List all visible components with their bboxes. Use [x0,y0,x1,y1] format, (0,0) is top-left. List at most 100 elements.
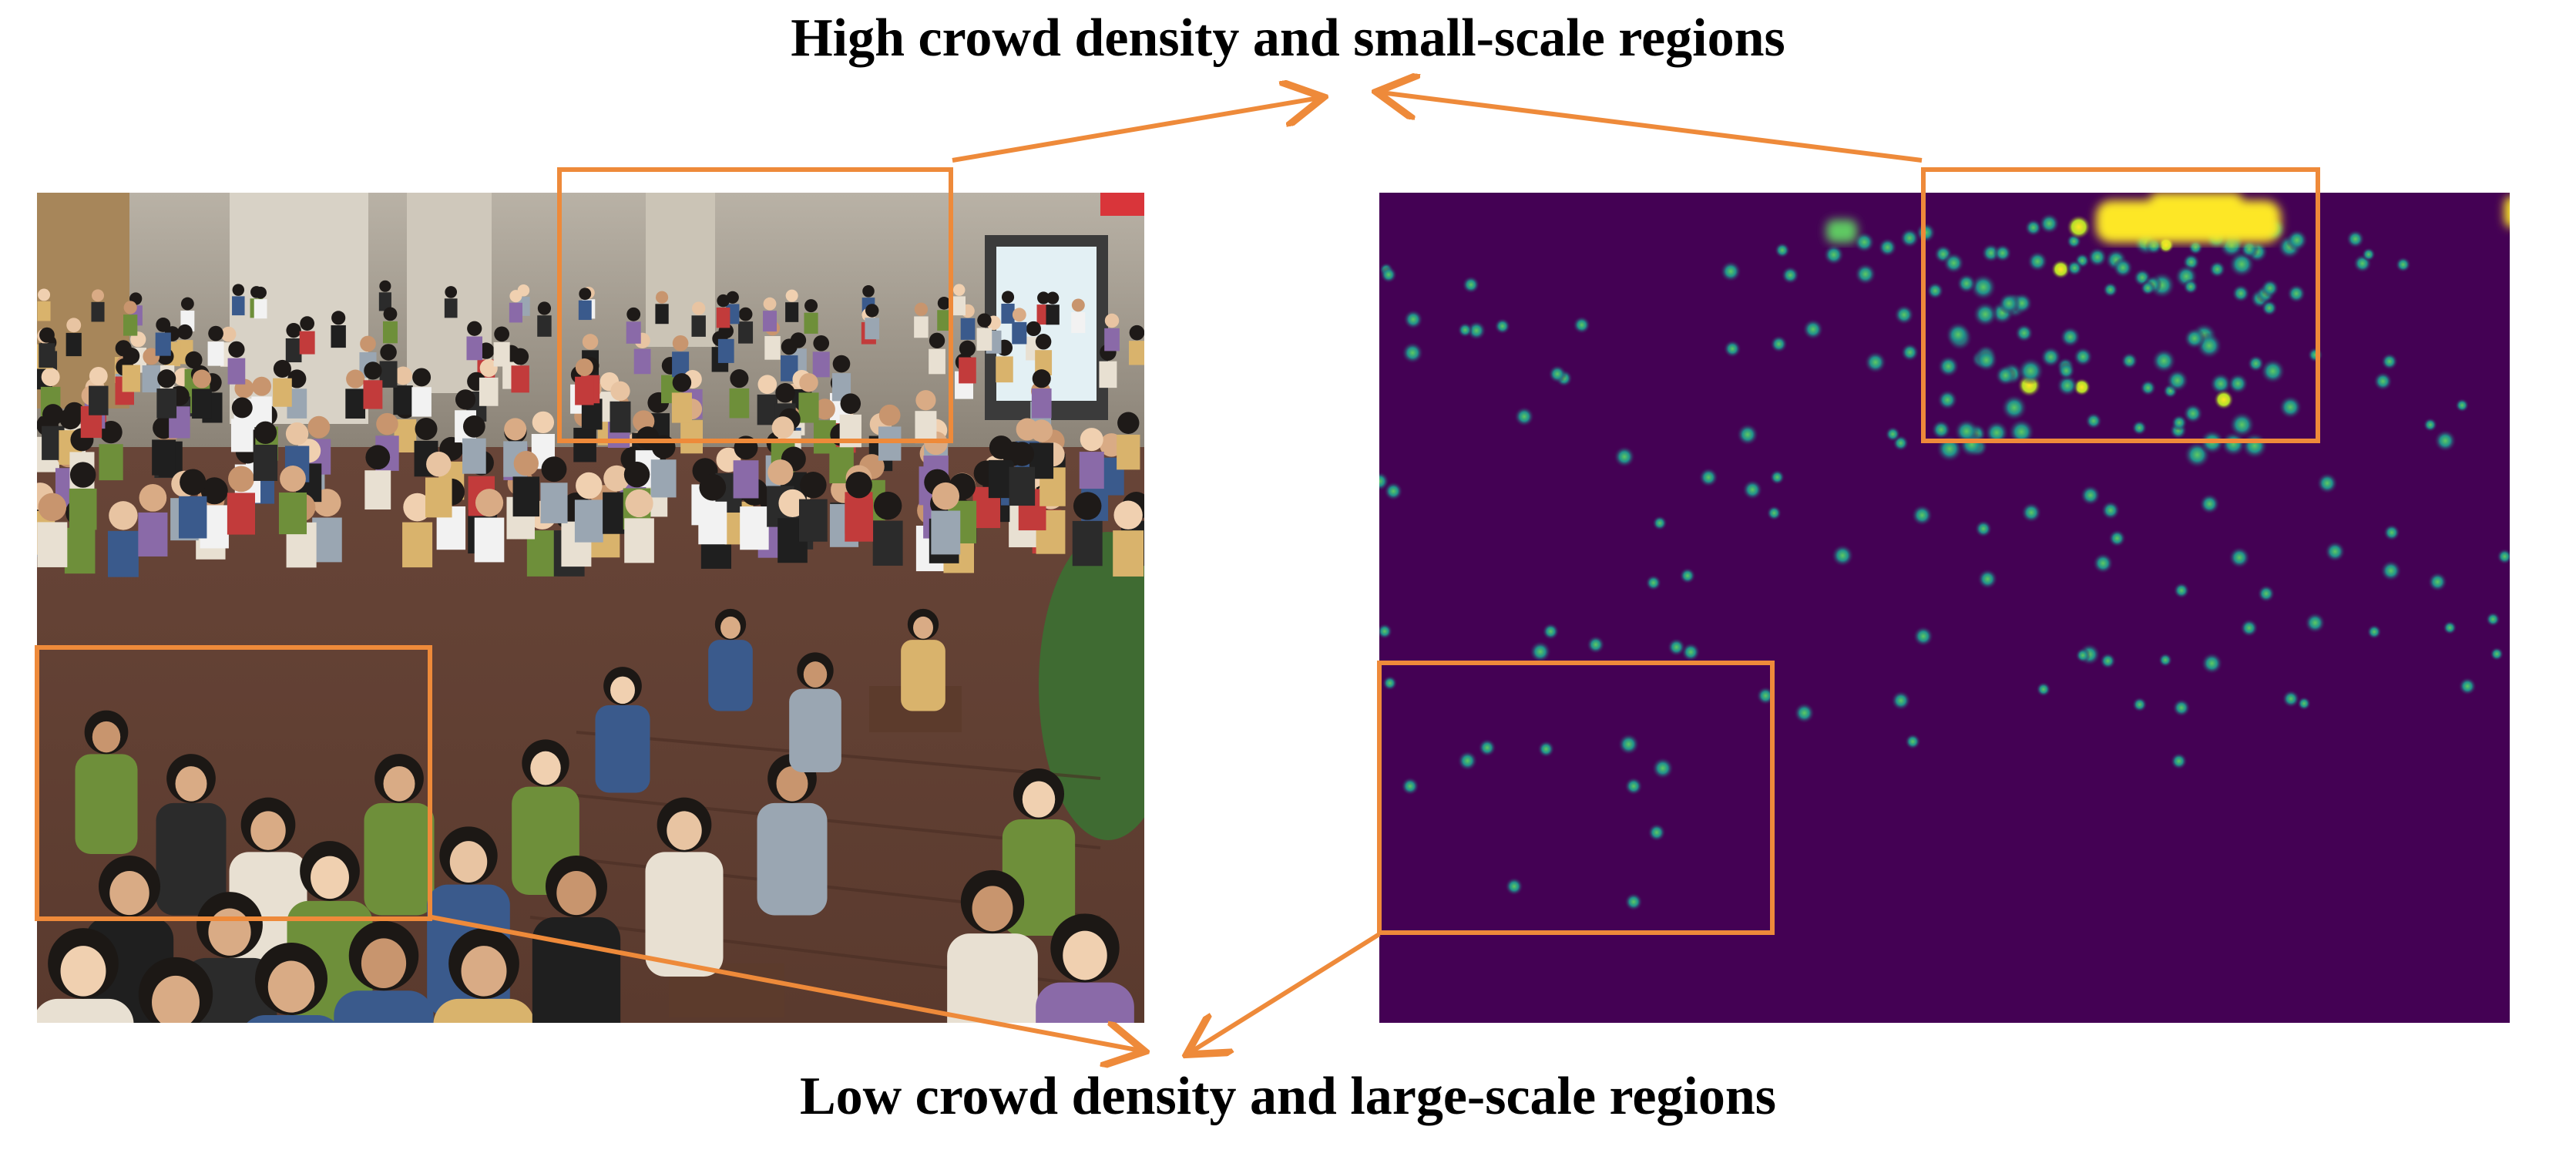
density-blob [2286,284,2306,304]
density-blob [2121,351,2138,370]
arrow-to-top-caption-right [1381,92,1923,163]
density-blob [2395,256,2412,273]
density-blob [1937,355,1960,378]
highlight-box-dense-map [1921,167,2320,443]
density-blob [1613,446,1636,468]
density-blob [2020,502,2042,523]
density-blob [1624,777,1643,795]
density-blob [1900,343,1919,362]
density-blob [2000,394,2028,422]
density-blob [2165,368,2189,392]
density-blob [2278,395,2302,419]
density-blob [1977,568,1998,590]
density-blob [2383,523,2401,542]
density-blob [2080,484,2101,506]
density-blob [1997,292,2020,315]
density-blob [1970,273,1997,301]
density-blob [1494,318,1511,335]
density-blob [2282,689,2300,708]
density-blob [2112,257,2134,278]
density-blob [1667,637,1686,657]
density-blob [2209,372,2232,395]
density-blob [2027,251,2049,272]
density-blob [2213,389,2235,410]
density-blob [1974,348,1999,372]
density-blob [2092,552,2114,574]
density-blob [1936,389,1958,411]
density-blob [2361,247,2376,262]
density-blob [1781,266,1800,285]
density-blob [2036,681,2051,698]
density-blob [2066,214,2091,240]
density-blob [2427,571,2448,592]
density-blob [1943,251,1965,274]
density-blob [2151,348,2177,374]
density-blob [1383,481,1403,501]
density-blob [2198,493,2221,515]
density-blob [2183,327,2206,350]
arrow-to-top-caption-left [952,98,1319,163]
density-blob [1401,341,1424,365]
density-blob [1542,622,1560,641]
density-blob [1586,635,1605,654]
density-blob [2454,398,2470,413]
density-blob [1945,321,1972,348]
density-blob [2227,372,2249,395]
density-blob [1736,423,1759,446]
density-blob [1885,426,1901,442]
density-blob [1513,406,1535,427]
density-hotspot [1826,220,1857,243]
density-blob [2014,323,2034,343]
density-blob [2171,698,2191,718]
density-blob [1864,351,1887,374]
density-blob [2059,326,2081,348]
density-blob [2366,624,2382,640]
density-blob [1537,740,1555,758]
density-blob [1899,227,1920,249]
density-blob [2228,546,2251,569]
density-blob [1822,244,1845,266]
density-hotspot [2150,193,2242,216]
density-blob [2324,540,2346,563]
density-blob [1911,504,1933,526]
density-blob [2057,361,2076,380]
density-blob [1645,574,1662,591]
density-blob [2066,259,2084,277]
density-blob [1802,318,1824,341]
density-blob [1769,469,1785,486]
bottom-caption: Low crowd density and large-scale region… [799,1067,1777,1126]
density-blob [1890,690,1912,711]
density-blob [2131,419,2148,436]
density-blob [2304,612,2326,634]
density-blob [2247,355,2265,373]
density-blob [1402,309,1424,330]
density-blob [2182,278,2199,295]
density-blob [1529,641,1552,663]
density-blob [1769,335,1788,353]
density-blob [2239,618,2259,637]
density-blob [2084,412,2103,430]
density-blob [2442,620,2457,635]
density-blob [2285,228,2309,252]
density-blob [2433,429,2457,452]
density-blob [1723,339,1741,358]
density-blob [1401,777,1419,795]
density-blob [2423,417,2438,432]
density-blob [1505,877,1523,896]
density-blob [2107,529,2127,548]
top-caption: High crowd density and small-scale regio… [791,8,1785,68]
density-blob [1915,222,1936,244]
density-blob [2260,278,2280,298]
density-blob [1931,419,1952,440]
density-blob [1913,625,1934,647]
density-blob [1893,304,1915,325]
density-blob [2038,213,2060,235]
density-blob [2102,281,2119,298]
density-blob [2099,652,2117,670]
density-blob [2296,696,2312,711]
density-blob [2050,259,2071,280]
highlight-box-sparse-map [1377,661,1775,935]
density-map [1379,193,2510,1023]
density-blob [1741,479,1763,500]
